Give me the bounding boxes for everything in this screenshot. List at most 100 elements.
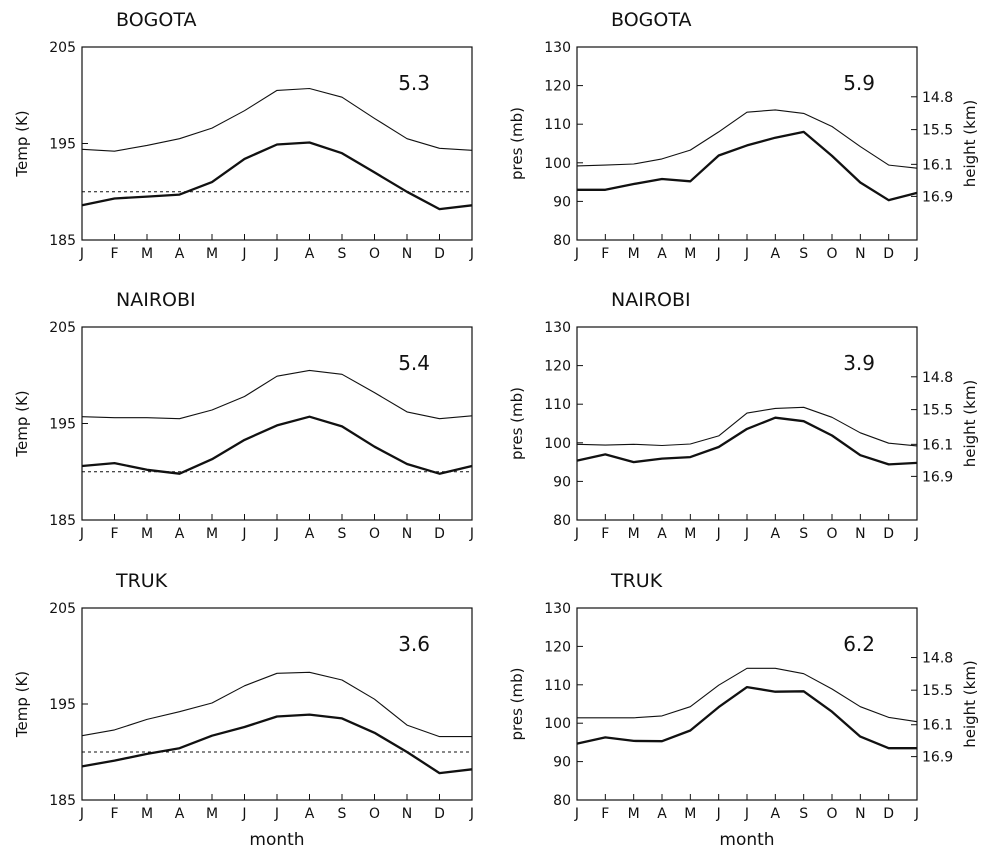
x-tick-label: J bbox=[241, 526, 246, 542]
x-tick-label: S bbox=[799, 526, 808, 542]
x-tick-label: J bbox=[469, 526, 474, 542]
x-tick-label: M bbox=[141, 526, 153, 542]
x-tick-label: O bbox=[369, 246, 380, 262]
y-tick-label: 100 bbox=[544, 436, 571, 452]
y-tick-label: 130 bbox=[544, 40, 571, 56]
station-title: BOGOTA bbox=[611, 9, 691, 31]
x-tick-label: A bbox=[657, 806, 667, 822]
x-tick-label: S bbox=[799, 246, 808, 262]
y-tick-label: 100 bbox=[544, 716, 571, 732]
y-tick-label: 205 bbox=[49, 40, 76, 56]
y-tick-label: 185 bbox=[49, 233, 76, 249]
x-tick-label: S bbox=[799, 806, 808, 822]
y2-tick-label: 16.1 bbox=[922, 157, 953, 173]
series-line-upper bbox=[577, 667, 918, 723]
x-tick-label: D bbox=[883, 526, 894, 542]
x-tick-label: J bbox=[744, 526, 749, 542]
x-tick-label: J bbox=[79, 526, 84, 542]
series-line-lower bbox=[81, 713, 473, 775]
value-annotation: 3.6 bbox=[398, 632, 430, 656]
y2-tick-label: 15.5 bbox=[922, 403, 953, 419]
y2-tick-label: 16.9 bbox=[922, 469, 953, 485]
x-tick-label: J bbox=[241, 806, 246, 822]
x-axis-label: month bbox=[719, 830, 774, 850]
value-annotation: 5.4 bbox=[398, 351, 430, 375]
y-tick-label: 130 bbox=[544, 601, 571, 617]
y-tick-label: 110 bbox=[544, 678, 571, 694]
y-tick-label: 110 bbox=[544, 117, 571, 133]
y-tick-label: 185 bbox=[49, 513, 76, 529]
x-tick-label: J bbox=[716, 806, 721, 822]
x-tick-label: O bbox=[369, 806, 380, 822]
y2-tick-label: 16.9 bbox=[922, 750, 953, 766]
y-tick-label: 120 bbox=[544, 79, 571, 95]
x-tick-label: F bbox=[110, 806, 118, 822]
station-title: BOGOTA bbox=[116, 9, 196, 31]
station-title: NAIROBI bbox=[611, 289, 691, 311]
x-tick-label: J bbox=[744, 246, 749, 262]
x-tick-label: M bbox=[141, 806, 153, 822]
y-tick-label: 90 bbox=[553, 194, 571, 210]
y-tick-label: 205 bbox=[49, 601, 76, 617]
y-tick-label: 130 bbox=[544, 320, 571, 336]
y-axis-label: Temp (K) bbox=[13, 390, 31, 457]
series-line-lower bbox=[576, 685, 917, 750]
x-tick-label: S bbox=[338, 526, 347, 542]
x-tick-label: J bbox=[716, 246, 721, 262]
series-line-lower bbox=[576, 416, 918, 466]
series-line-upper bbox=[576, 406, 918, 447]
y-axis-label: Temp (K) bbox=[13, 671, 31, 738]
value-annotation: 5.3 bbox=[398, 71, 430, 95]
x-tick-label: O bbox=[826, 806, 837, 822]
y-tick-label: 120 bbox=[544, 639, 571, 655]
y-tick-label: 100 bbox=[544, 156, 571, 172]
y-axis-label: pres (mb) bbox=[508, 107, 526, 180]
x-tick-label: M bbox=[628, 526, 640, 542]
x-tick-label: A bbox=[305, 526, 315, 542]
x-tick-label: J bbox=[914, 806, 919, 822]
x-tick-label: O bbox=[369, 526, 380, 542]
x-tick-label: D bbox=[434, 246, 445, 262]
y-axis-label: Temp (K) bbox=[13, 110, 31, 177]
y-tick-label: 195 bbox=[49, 417, 76, 433]
x-tick-label: J bbox=[469, 246, 474, 262]
y2-tick-label: 15.5 bbox=[922, 123, 953, 139]
x-tick-label: S bbox=[338, 246, 347, 262]
series-line-lower bbox=[577, 130, 918, 202]
x-tick-label: M bbox=[141, 246, 153, 262]
y-tick-label: 195 bbox=[49, 697, 76, 713]
x-tick-label: D bbox=[434, 806, 445, 822]
x-tick-label: N bbox=[402, 806, 412, 822]
x-tick-label: J bbox=[469, 806, 474, 822]
x-tick-label: D bbox=[883, 246, 894, 262]
y2-tick-label: 15.5 bbox=[922, 683, 953, 699]
x-tick-label: A bbox=[771, 526, 781, 542]
x-tick-label: M bbox=[206, 526, 218, 542]
y-tick-label: 110 bbox=[544, 397, 571, 413]
x-tick-label: N bbox=[402, 246, 412, 262]
x-tick-label: N bbox=[855, 806, 865, 822]
x-tick-label: A bbox=[305, 806, 315, 822]
x-tick-label: F bbox=[601, 246, 609, 262]
x-tick-label: M bbox=[206, 806, 218, 822]
x-tick-label: M bbox=[684, 246, 696, 262]
y-axis-label: pres (mb) bbox=[508, 667, 526, 740]
value-annotation: 3.9 bbox=[843, 351, 875, 375]
x-tick-label: J bbox=[914, 246, 919, 262]
x-tick-label: M bbox=[684, 526, 696, 542]
x-tick-label: J bbox=[744, 806, 749, 822]
x-tick-label: A bbox=[305, 246, 315, 262]
y2-tick-label: 14.8 bbox=[922, 651, 953, 667]
y2-tick-label: 14.8 bbox=[922, 370, 953, 386]
series-line-upper bbox=[81, 87, 473, 152]
x-tick-label: J bbox=[79, 806, 84, 822]
x-tick-label: A bbox=[657, 526, 667, 542]
station-title: NAIROBI bbox=[116, 289, 196, 311]
y-tick-label: 120 bbox=[544, 359, 571, 375]
x-tick-label: F bbox=[601, 806, 609, 822]
